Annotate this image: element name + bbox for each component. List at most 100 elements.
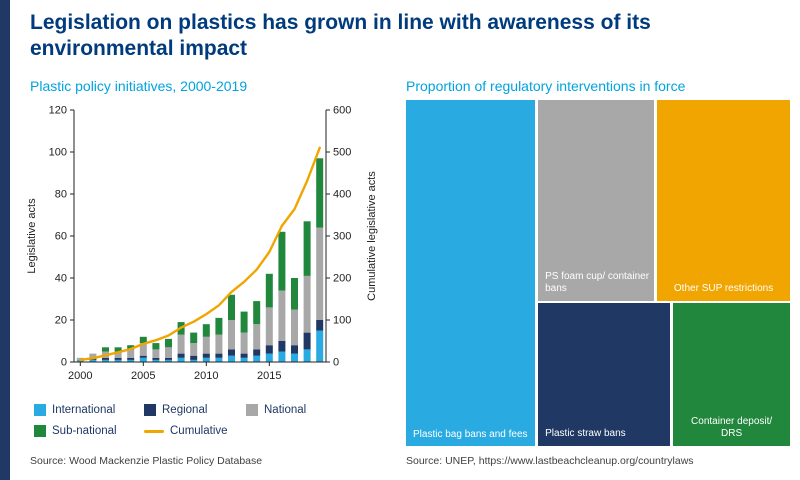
bar-segment-international — [127, 359, 135, 362]
legend-square-swatch — [246, 404, 258, 416]
bar-segment-national — [177, 334, 185, 354]
y-tick-label-left: 60 — [55, 231, 67, 243]
bar-segment-international — [190, 359, 198, 362]
treemap-block-ps-foam-bans: PS foam cup/ container bans — [538, 100, 655, 301]
legend-item-cumulative: Cumulative — [144, 425, 246, 437]
bar-segment-sub-national — [190, 332, 198, 344]
bar-segment-regional — [215, 353, 223, 358]
bar-segment-sub-national — [102, 347, 109, 352]
y-tick-label-right: 400 — [333, 189, 351, 201]
left-accent-bar — [0, 0, 10, 480]
bar-segment-international — [228, 355, 235, 362]
x-tick-label: 2015 — [257, 370, 281, 382]
legend-square-swatch — [34, 404, 46, 416]
bar-segment-sub-national — [127, 345, 135, 350]
bar-segment-international — [265, 353, 273, 362]
bar-segment-regional — [152, 357, 160, 360]
legend-line-swatch — [144, 429, 164, 433]
y-tick-label-left: 40 — [55, 273, 67, 285]
x-tick-label: 2010 — [194, 370, 218, 382]
y-axis-title-left: Legislative acts — [26, 198, 38, 274]
bar-segment-national — [316, 227, 324, 320]
bar-segment-national — [291, 309, 298, 346]
bar-segment-regional — [102, 357, 109, 360]
bar-segment-regional — [190, 355, 198, 360]
bar-segment-international — [253, 355, 261, 362]
bar-segment-sub-national — [316, 158, 324, 228]
bar-segment-national — [278, 290, 286, 341]
bar-chart-subtitle: Plastic policy initiatives, 2000-2019 — [30, 78, 248, 94]
y-tick-label-right: 200 — [333, 273, 351, 285]
legend-item-international: International — [34, 404, 144, 416]
bar-segment-national — [215, 334, 223, 354]
legend-label: International — [52, 404, 116, 416]
y-tick-label-right: 300 — [333, 231, 351, 243]
bar-segment-international — [177, 357, 185, 362]
bar-segment-sub-national — [265, 273, 273, 308]
y-tick-label-left: 20 — [55, 315, 67, 327]
bar-segment-regional — [278, 341, 286, 352]
bar-chart-source: Source: Wood Mackenzie Plastic Policy Da… — [30, 455, 263, 467]
bar-segment-national — [152, 349, 160, 358]
stacked-bar-cumulative-line-chart: 0 20 40 60 80 100 120 0 100 200 300 400 500 600 2000 20… — [26, 105, 378, 383]
bar-segment-regional — [291, 345, 298, 354]
treemap-block-container-deposit: Container deposit/ DRS — [673, 303, 790, 446]
legend-label: Cumulative — [170, 425, 228, 437]
treemap-block-label: Container deposit/ DRS — [691, 415, 773, 440]
bar-segment-international — [215, 357, 223, 362]
bar-segment-international — [152, 359, 160, 362]
bar-segment-international — [202, 357, 210, 362]
bar-segment-sub-national — [202, 324, 210, 337]
bar-segment-national — [240, 332, 248, 354]
bar-segment-sub-national — [278, 231, 286, 291]
cumulative-line — [79, 146, 321, 362]
bar-segment-international — [303, 349, 311, 362]
bar-segment-national — [127, 349, 135, 358]
treemap-block-label: Plastic bag bans and fees — [413, 428, 528, 440]
bar-segment-national — [303, 275, 311, 333]
legend-label: Sub-national — [52, 425, 117, 437]
y-tick-label-left: 100 — [49, 147, 67, 159]
y-axis-title-right: Cumulative legislative acts — [366, 171, 378, 301]
legend-square-swatch — [144, 404, 156, 416]
bar-segment-regional — [303, 332, 311, 350]
y-tick-label-left: 0 — [61, 357, 67, 369]
bar-segment-sub-national — [253, 301, 261, 325]
legend-item-sub-national: Sub-national — [34, 425, 144, 437]
bar-segment-international — [89, 359, 97, 362]
bar-segment-international — [165, 359, 172, 362]
treemap-block-plastic-bag-bans: Plastic bag bans and fees — [406, 100, 536, 446]
y-tick-label-left: 120 — [49, 105, 67, 117]
y-tick-label-left: 80 — [55, 189, 67, 201]
bar-segment-national — [114, 351, 122, 358]
bar-segment-regional — [165, 357, 172, 360]
bar-segment-sub-national — [152, 343, 160, 350]
treemap-block-label: Plastic straw bans — [545, 428, 626, 440]
bar-segment-regional — [265, 345, 273, 354]
bar-segment-national — [202, 336, 210, 354]
legend-square-swatch — [34, 425, 46, 437]
x-tick-label: 2000 — [68, 370, 92, 382]
bar-segment-regional — [177, 353, 185, 358]
bar-segment-regional — [202, 353, 210, 358]
legend-item-regional: Regional — [144, 404, 246, 416]
treemap-block-straw-bans: Plastic straw bans — [538, 303, 671, 446]
treemap-block-label: PS foam cup/ container bans — [545, 270, 650, 295]
page-title: Legislation on plastics has grown in lin… — [30, 11, 651, 60]
legend-label: National — [264, 404, 307, 416]
bar-segment-national — [265, 307, 273, 346]
legend-item-national: National — [246, 404, 366, 416]
bar-segment-national — [165, 347, 172, 358]
bar-segment-regional — [228, 349, 235, 356]
y-tick-label-right: 0 — [333, 357, 339, 369]
bar-segment-sub-national — [139, 336, 147, 344]
legend-label: Regional — [162, 404, 208, 416]
bar-segment-national — [190, 343, 198, 356]
bar-segment-sub-national — [240, 311, 248, 333]
bar-segment-regional — [114, 357, 122, 360]
bar-segment-sub-national — [114, 347, 122, 352]
bar-segment-regional — [240, 353, 248, 358]
treemap-source: Source: UNEP, https://www.lastbeachclean… — [406, 455, 694, 467]
bar-segment-sub-national — [165, 338, 172, 348]
